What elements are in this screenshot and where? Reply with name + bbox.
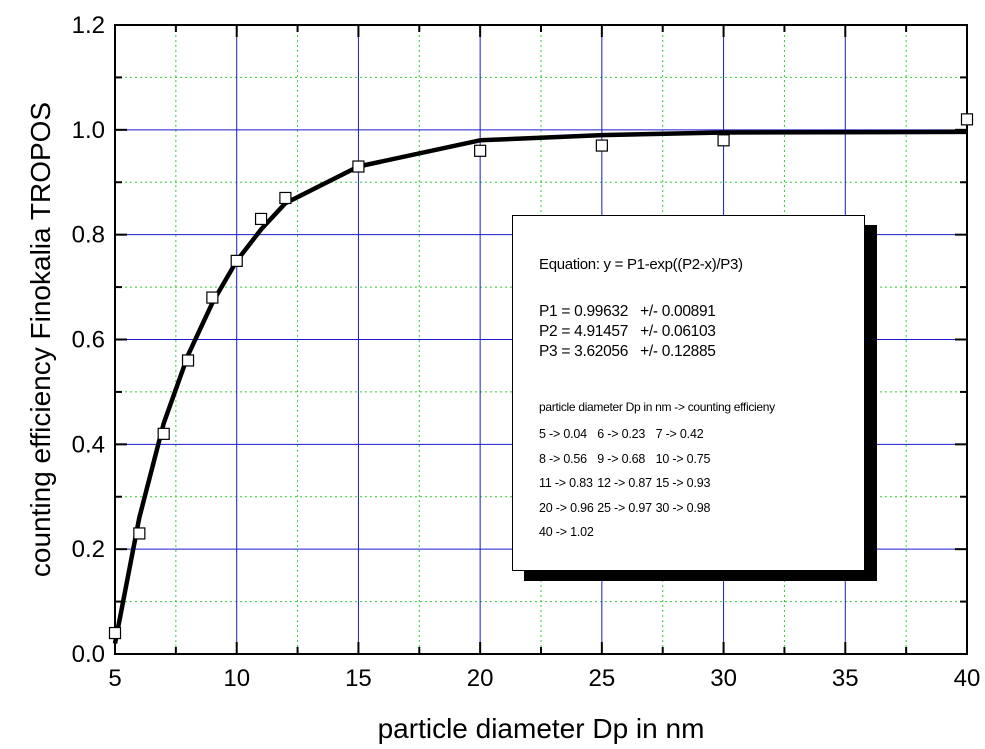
table-cell: 25 -> 0.97: [597, 500, 652, 515]
data-point: [960, 113, 974, 126]
table-cell: 5 -> 0.04: [539, 427, 587, 441]
data-point: [474, 144, 487, 157]
y-tick-label: 0.0: [72, 641, 105, 668]
x-axis-label: particle diameter Dp in nm: [378, 713, 705, 744]
y-tick-label: 0.6: [72, 327, 105, 354]
table-row: 40 -> 1.02: [539, 520, 711, 545]
y-tick-label: 0.2: [72, 536, 105, 563]
data-point: [352, 160, 365, 173]
table-row: 5 -> 0.04 6 -> 0.23 7 -> 0.42: [539, 422, 711, 447]
table-row: 8 -> 0.56 9 -> 0.68 10 -> 0.75: [539, 447, 711, 472]
param-p2: P2 = 4.91457 +/- 0.06103: [539, 323, 716, 340]
x-tick-label: 5: [108, 665, 121, 692]
x-tick-label: 15: [345, 665, 372, 692]
table-cell: 8 -> 0.56: [539, 451, 587, 466]
x-tick-labels: 5 10 15 20 25 30 35 40: [108, 665, 980, 692]
data-point: [230, 254, 243, 267]
y-tick-label: 1.0: [72, 117, 105, 144]
table-cell: 30 -> 0.98: [655, 500, 711, 515]
data-point: [108, 626, 122, 640]
y-tick-label: 0.4: [72, 431, 105, 458]
fit-line: [112, 129, 968, 644]
data-point: [157, 427, 170, 440]
data-point: [181, 354, 195, 367]
data-point: [717, 134, 730, 147]
table-row: 20 -> 0.96 25 -> 0.97 30 -> 0.98: [539, 496, 711, 521]
x-tick-label: 35: [832, 665, 859, 692]
x-tick-label: 40: [954, 665, 981, 692]
x-tick-label: 10: [223, 665, 250, 692]
table-cell: 6 -> 0.23: [597, 427, 646, 441]
x-tick-label: 25: [589, 665, 616, 692]
table-cell: 10 -> 0.75: [655, 451, 711, 466]
param-p3: P3 = 3.62056 +/- 0.12885: [539, 343, 716, 360]
y-axis-label: counting efficiency Finokalia TROPOS: [25, 102, 56, 577]
table-row: 11 -> 0.83 12 -> 0.87 15 -> 0.93: [539, 471, 711, 496]
efficiency-table: 5 -> 0.04 6 -> 0.23 7 -> 0.42 8 -> 0.56 …: [539, 422, 711, 545]
table-cell: 7 -> 0.42: [655, 427, 704, 441]
y-tick-label: 1.2: [72, 12, 105, 39]
data-point: [133, 527, 146, 540]
table-cell: 15 -> 0.93: [655, 476, 711, 490]
table-cell: 20 -> 0.96: [539, 500, 594, 515]
data-point: [254, 212, 268, 226]
data-point: [595, 139, 608, 152]
table-title: particle diameter Dp in nm -> counting e…: [539, 400, 775, 414]
table-cell: 12 -> 0.87: [597, 476, 652, 490]
y-tick-labels: 0.0 0.2 0.4 0.6 0.8 1.0 1.2: [72, 12, 105, 668]
data-points: [108, 113, 974, 640]
table-cell: 9 -> 0.68: [597, 451, 646, 466]
data-point: [279, 191, 292, 205]
table-cell: 40 -> 1.02: [539, 525, 594, 539]
fit-annotation-box: Equation: y = P1-exp((P2-x)/P3) P1 = 0.9…: [512, 215, 865, 571]
equation-text: Equation: y = P1-exp((P2-x)/P3): [539, 256, 743, 273]
y-tick-label: 0.8: [72, 222, 105, 249]
data-point: [206, 291, 219, 304]
fit-parameters: P1 = 0.99632 +/- 0.00891 P2 = 4.91457 +/…: [539, 302, 716, 362]
x-tick-label: 20: [467, 665, 494, 692]
param-p1: P1 = 0.99632 +/- 0.00891: [539, 303, 716, 320]
x-tick-label: 30: [710, 665, 737, 692]
table-cell: 11 -> 0.83: [539, 476, 593, 490]
